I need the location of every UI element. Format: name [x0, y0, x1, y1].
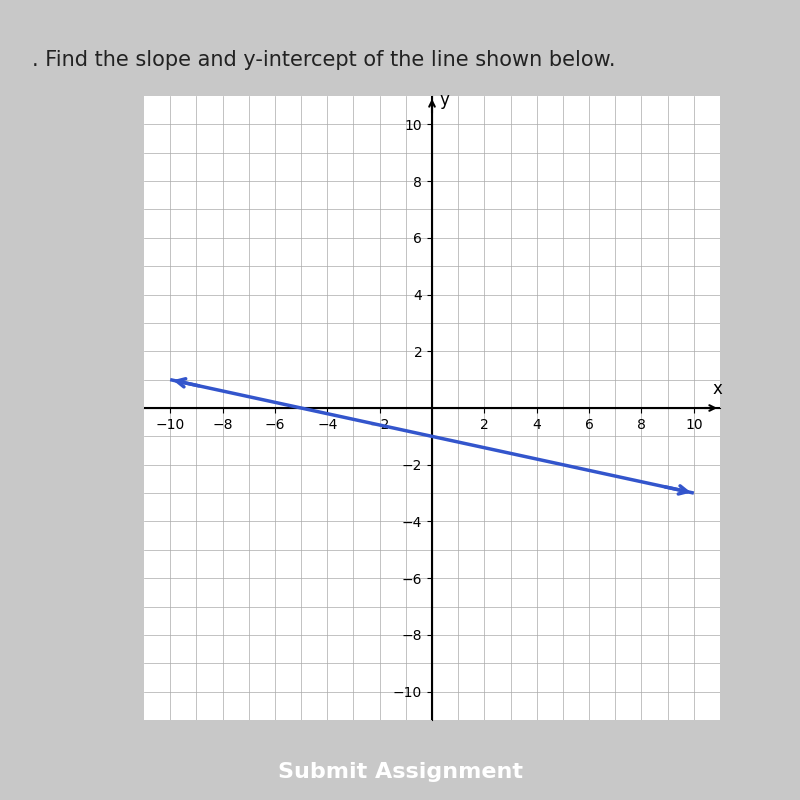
Text: . Find the slope and y-intercept of the line shown below.: . Find the slope and y-intercept of the … [32, 50, 615, 70]
Text: y: y [440, 90, 450, 109]
Text: x: x [712, 380, 722, 398]
Text: Submit Assignment: Submit Assignment [278, 762, 522, 782]
